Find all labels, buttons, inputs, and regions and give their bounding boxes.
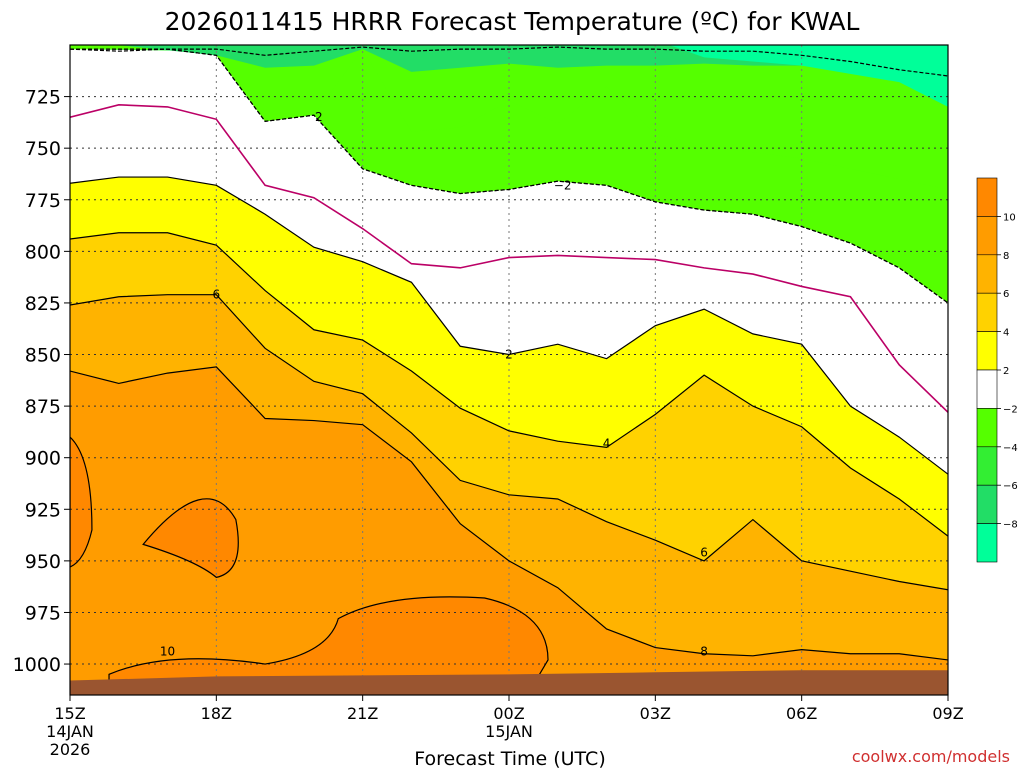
y-tick-label: 750 bbox=[25, 138, 61, 160]
contour-line bbox=[108, 596, 549, 686]
colorbar-swatch bbox=[976, 331, 998, 371]
contour-label: −2 bbox=[554, 178, 572, 192]
y-tick-label: 800 bbox=[25, 241, 61, 263]
colorbar-label: 8 bbox=[1003, 251, 1009, 262]
x-tick-date: 14JAN bbox=[46, 722, 94, 741]
credit-text: coolwx.com/models bbox=[852, 747, 1010, 766]
contour-line bbox=[70, 46, 948, 77]
x-tick-label: 18Z bbox=[201, 704, 232, 723]
y-tick-label: 725 bbox=[25, 87, 61, 109]
contour-label: 4 bbox=[603, 436, 611, 450]
y-tick-label: 975 bbox=[25, 602, 61, 624]
colorbar-swatch bbox=[976, 177, 998, 217]
colorbar-label: 4 bbox=[1003, 328, 1009, 339]
x-tick-label: 21Z bbox=[347, 704, 378, 723]
colorbar-swatch bbox=[976, 523, 998, 563]
y-tick-label: 825 bbox=[25, 293, 61, 315]
contour-label: 8 bbox=[700, 645, 708, 659]
plot-area: 2 −2 6 2 4 6 8 10 bbox=[70, 45, 948, 695]
contour-line bbox=[70, 176, 948, 475]
contour-label: 2 bbox=[505, 348, 513, 362]
y-tick-label: 850 bbox=[25, 345, 61, 367]
colorbar: 10 8 6 4 2 −2 −4 −6 −8 bbox=[976, 177, 1018, 563]
x-tick-label: 15Z bbox=[54, 704, 85, 723]
x-tick-label: 09Z bbox=[932, 704, 963, 723]
contour-line bbox=[70, 48, 948, 304]
y-tick-label: 900 bbox=[25, 448, 61, 470]
chart-title: 2026011415 HRRR Forecast Temperature (ºC… bbox=[165, 7, 860, 36]
colorbar-label: −8 bbox=[1003, 520, 1018, 531]
contour-line bbox=[142, 498, 239, 579]
colorbar-label: −2 bbox=[1003, 404, 1018, 415]
colorbar-swatch bbox=[976, 292, 998, 332]
colorbar-swatch bbox=[976, 484, 998, 524]
colorbar-swatch bbox=[976, 216, 998, 256]
colorbar-swatch bbox=[976, 446, 998, 486]
y-tick-label: 950 bbox=[25, 551, 61, 573]
band-aqua-corner bbox=[669, 45, 948, 107]
band-warmest-pocket bbox=[143, 498, 239, 578]
axes: 725 750 775 800 825 850 875 900 925 950 975 1000 15Z… bbox=[13, 44, 964, 759]
y-tick-label: 925 bbox=[25, 499, 61, 521]
y-tick-label: 875 bbox=[25, 396, 61, 418]
terrain bbox=[70, 670, 948, 695]
contour-label: 6 bbox=[213, 288, 221, 302]
colorbar-swatch bbox=[976, 408, 998, 448]
colorbar-label: −4 bbox=[1003, 443, 1018, 454]
y-tick-label: 1000 bbox=[13, 654, 61, 676]
x-tick-label: 03Z bbox=[640, 704, 671, 723]
colorbar-label: 10 bbox=[1003, 212, 1016, 223]
x-axis-label: Forecast Time (UTC) bbox=[414, 748, 605, 768]
colorbar-label: 2 bbox=[1003, 366, 1009, 377]
colorbar-swatch bbox=[976, 369, 998, 409]
contour-line bbox=[70, 104, 948, 413]
contour-line bbox=[70, 294, 948, 591]
contour-line bbox=[70, 366, 948, 661]
colorbar-label: −6 bbox=[1003, 481, 1018, 492]
y-tick-label: 775 bbox=[25, 190, 61, 212]
x-tick-label: 06Z bbox=[786, 704, 817, 723]
contour-label: 2 bbox=[315, 110, 323, 124]
x-tick-year: 2026 bbox=[50, 740, 91, 759]
x-tick-date: 15JAN bbox=[485, 722, 533, 741]
band-green-upper bbox=[216, 45, 948, 190]
contour-label: 6 bbox=[700, 546, 708, 560]
colorbar-label: 6 bbox=[1003, 289, 1009, 300]
band-warmest-pocket bbox=[109, 596, 549, 685]
contour-line bbox=[70, 232, 948, 537]
band-warmest-pocket bbox=[70, 437, 92, 568]
contour-line bbox=[70, 436, 93, 568]
colorbar-swatch bbox=[976, 254, 998, 294]
contour-label: 10 bbox=[160, 645, 175, 659]
x-tick-label: 00Z bbox=[493, 704, 524, 723]
